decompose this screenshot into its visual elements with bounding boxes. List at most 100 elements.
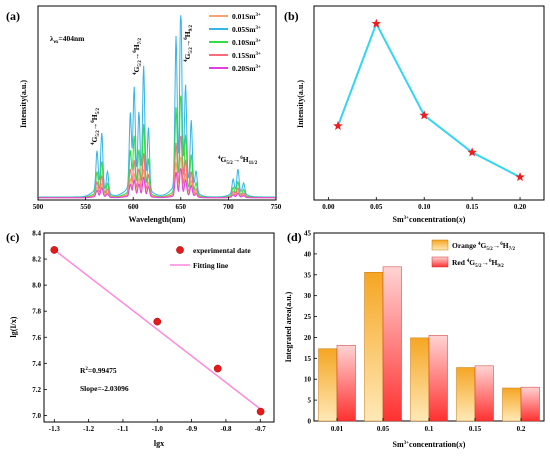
y-tick-label: 40	[304, 250, 312, 258]
y-tick-label: 45	[304, 230, 312, 238]
panel-b-plot	[333, 18, 525, 182]
y-tick-label: 8.2	[32, 256, 41, 264]
x-tick-label: 0.15	[469, 425, 482, 433]
data-point-star	[467, 147, 477, 157]
bar-orange	[410, 337, 430, 422]
panel-c-x-ticks: -1.3 -1.2 -1.1 -1.0 -0.9 -0.8 -0.7	[49, 419, 266, 433]
panel-d-x-axis-label: Sm3+concentration(x)	[393, 440, 466, 449]
panel-d-bars	[318, 266, 540, 422]
panel-b-y-axis-label: Intensity(a.u.)	[296, 80, 305, 128]
panel-a-label: (a)	[6, 9, 20, 23]
panel-d-y-axis-label: Integrated area(a.u.)	[284, 291, 293, 362]
y-tick-label: 8.4	[32, 230, 41, 238]
panel-d-y-ticks: 0 5 10 15 20 25 30 35 40 45	[304, 230, 317, 426]
transition-annotation: 4G5/2→6H9/2	[183, 25, 194, 62]
panel-b-label: (b)	[284, 9, 299, 23]
x-tick-label: 650	[176, 203, 187, 211]
panel-d-integrated-area: (d) 0.01 0.05 0.1 0.15 0.2 0 5 10 15 20 25 30 35 40 4…	[284, 230, 545, 449]
legend-entry: 0.01Sm3+	[232, 12, 261, 21]
y-tick-label: 0	[308, 418, 312, 426]
series-line-020Sm	[38, 167, 276, 199]
experimental-point	[256, 407, 265, 416]
x-tick-label: 0.2	[517, 425, 526, 433]
bar-orange	[364, 272, 384, 422]
x-tick-label: 0.20	[514, 203, 527, 211]
panel-c-x-axis-label: lgx	[154, 439, 164, 448]
panel-d-x-ticks: 0.01 0.05 0.1 0.15 0.2	[331, 418, 526, 433]
series-line-010Sm	[38, 95, 276, 198]
x-tick-label: 0.10	[418, 203, 431, 211]
data-point-star	[419, 110, 429, 120]
legend-entry: 0.10Sm3+	[232, 38, 261, 47]
panel-a-transition-annotations: 4G5/2→6H5/2 4G5/2→6H7/2 4G5/2→6H9/2 4G5/2→6…	[90, 25, 258, 166]
data-point-star	[515, 172, 525, 182]
panel-d-legend: Orange 4G5/2→6H7/2 Red 4G5/2→6H9/2	[431, 239, 516, 269]
y-tick-label: 7.8	[32, 308, 41, 316]
panel-c-r2-label: R2=0.99475	[80, 366, 117, 375]
x-tick-label: 0.1	[425, 425, 434, 433]
y-tick-label: 8.0	[32, 282, 41, 290]
bar-red	[428, 335, 448, 422]
series-line-001Sm	[38, 156, 276, 199]
y-tick-label: 20	[304, 334, 312, 342]
y-tick-label: 7.2	[32, 386, 41, 394]
panel-d-label: (d)	[287, 230, 302, 244]
panel-a-y-axis-label: Intensity(a.u.)	[19, 80, 28, 128]
panel-c-log-fit: (c) -1.3 -1.2 -1.1 -1.0 -0.9 -0.8 -0.7 7.07.27…	[6, 230, 275, 448]
legend-entry: Orange 4G5/2→6H7/2	[452, 241, 516, 252]
x-tick-label: 0.05	[377, 425, 390, 433]
panel-b-x-ticks: 0.00 0.05 0.10 0.15 0.20	[322, 197, 527, 211]
transition-annotation: 4G5/2→6H5/2	[90, 108, 101, 145]
x-tick-label: -1.0	[152, 425, 164, 433]
y-tick-label: 7.6	[32, 334, 41, 342]
panel-b-frame	[313, 5, 545, 201]
panel-a-spectra: (a) 500 550 600 650 700 750 Wavelength(nm) In…	[6, 5, 282, 224]
bar-red	[382, 266, 402, 422]
x-tick-label: 0.00	[322, 203, 335, 211]
bar-orange	[318, 348, 338, 422]
legend-entry: Red 4G5/2→6H9/2	[452, 258, 504, 269]
y-tick-label: 35	[304, 271, 312, 279]
bar-red	[336, 345, 356, 422]
bar-red	[520, 386, 540, 422]
y-tick-label: 7.4	[32, 360, 41, 368]
y-tick-label: 30	[304, 292, 312, 300]
panel-c-label: (c)	[6, 230, 19, 244]
legend-entry: 0.15Sm3+	[232, 51, 261, 60]
panel-b-intensity-vs-concentration: (b) 0.00 0.05 0.10 0.15 0.20 Sm3+concentrati…	[284, 5, 545, 224]
legend-entry-fit: Fitting line	[193, 261, 229, 270]
panel-a-frame	[37, 5, 277, 201]
panel-c-legend: experimental date Fitting line	[170, 246, 251, 270]
x-tick-label: 0.15	[466, 203, 479, 211]
y-tick-label: 10	[304, 376, 312, 384]
x-tick-label: 750	[271, 203, 282, 211]
x-tick-label: 600	[128, 203, 139, 211]
y-tick-label: 5	[308, 397, 312, 405]
panel-c-y-ticks: 7.0 7.2 7.4 7.6 7.8 8.0 8.2 8.4	[32, 230, 47, 420]
bar-orange	[456, 367, 476, 422]
experimental-point	[213, 364, 222, 373]
legend-entry-experimental: experimental date	[193, 246, 251, 255]
panel-c-plot	[50, 246, 265, 416]
legend-swatch-red	[431, 256, 449, 268]
intensity-line	[337, 21, 521, 178]
panel-a-x-ticks: 500 550 600 650 700 750	[33, 197, 282, 211]
legend-entry: 0.05Sm3+	[232, 25, 261, 34]
legend-swatch-orange	[431, 239, 449, 251]
y-tick-label: 25	[304, 313, 312, 321]
panel-a-excitation-label: λex=404nm	[50, 34, 85, 45]
x-tick-label: -0.9	[186, 425, 198, 433]
y-tick-label: 7.0	[32, 412, 41, 420]
fitting-line	[53, 249, 261, 410]
y-tick-label: 15	[304, 355, 312, 363]
data-point-star	[333, 120, 343, 130]
panel-c-y-axis-label: lg(I/x)	[9, 316, 18, 337]
x-tick-label: 0.05	[370, 203, 383, 211]
legend-entry: 0.20Sm3+	[232, 64, 261, 73]
panel-c-slope-label: Slope=-2.03096	[80, 384, 129, 393]
panel-a-x-axis-label: Wavelength(nm)	[129, 215, 186, 224]
x-tick-label: -1.3	[49, 425, 61, 433]
x-tick-label: -1.1	[117, 425, 129, 433]
x-tick-label: 550	[80, 203, 91, 211]
